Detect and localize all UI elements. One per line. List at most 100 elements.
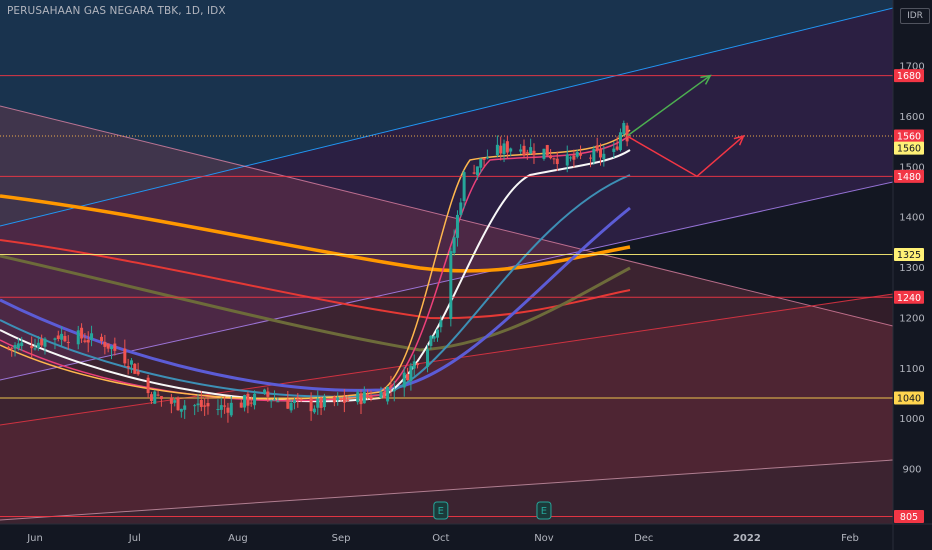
candle-body <box>565 154 569 166</box>
candle-body <box>243 395 247 408</box>
candle-body <box>612 148 616 152</box>
candle-body <box>545 145 549 156</box>
candle-body <box>133 363 137 374</box>
y-tick-label: 1300 <box>899 263 924 274</box>
x-tick-label: Oct <box>432 533 449 544</box>
candle-body <box>100 336 104 342</box>
candle-body <box>136 371 140 375</box>
earnings-marker[interactable] <box>536 501 552 520</box>
candle-body <box>223 405 227 407</box>
candle-body <box>173 400 177 403</box>
candle-body <box>199 399 203 407</box>
bottom-trendline <box>0 459 893 521</box>
y-tick-label: 1100 <box>899 364 924 375</box>
candle-body <box>33 348 37 350</box>
projection-arrowhead <box>700 74 712 85</box>
candle-body <box>386 386 390 402</box>
level-badge <box>894 129 924 143</box>
candle-body <box>356 392 360 403</box>
candle-body <box>382 391 386 399</box>
candle-body <box>592 149 596 162</box>
candle-body <box>20 342 24 346</box>
candle-body <box>436 329 440 338</box>
candle-body <box>579 153 583 156</box>
descending-wedge <box>0 106 893 524</box>
level-label: 1325 <box>897 250 921 261</box>
candle-body <box>123 348 127 364</box>
candle-body <box>336 397 340 401</box>
earnings-marker-label: E <box>541 506 547 517</box>
candle-body <box>426 349 430 367</box>
candle-body <box>16 343 20 349</box>
ma-10 <box>0 134 631 402</box>
level-label: 805 <box>900 512 918 523</box>
y-tick-label: 1600 <box>899 112 924 123</box>
level-label: 1240 <box>897 293 921 304</box>
candle-body <box>229 402 233 416</box>
candle-body <box>169 397 173 404</box>
candle-body <box>106 343 110 349</box>
candle-body <box>602 153 606 159</box>
candle-body <box>113 343 117 351</box>
x-tick-label: Jun <box>26 533 43 544</box>
x-tick-label: Sep <box>332 533 351 544</box>
candle-body <box>316 398 320 408</box>
level-label: 1480 <box>897 172 921 183</box>
candle-body <box>246 393 250 406</box>
x-tick-label: Feb <box>841 533 859 544</box>
candle-body <box>502 143 506 155</box>
ma-150 <box>0 254 631 352</box>
middle-trendline <box>0 181 893 381</box>
candle-body <box>206 403 210 407</box>
candle-body <box>362 391 366 404</box>
candle-body <box>332 396 336 403</box>
candle-body <box>13 345 17 349</box>
candle-body <box>369 396 373 400</box>
candle-body <box>6 347 10 349</box>
candle-body <box>622 123 626 135</box>
candle-body <box>359 393 363 405</box>
candle-body <box>569 157 573 159</box>
candle-body <box>555 158 559 165</box>
candle-body <box>30 345 34 349</box>
candle-body <box>110 346 114 350</box>
candle-body <box>599 148 603 158</box>
candle-body <box>575 151 579 157</box>
currency-button[interactable]: IDR <box>900 8 930 24</box>
level-badge <box>894 391 924 405</box>
level-badge <box>894 290 924 304</box>
candle-body <box>615 146 619 150</box>
candle-body <box>459 202 463 215</box>
earnings-marker-label: E <box>438 506 444 517</box>
earnings-marker[interactable] <box>433 501 449 520</box>
candle-body <box>452 237 456 253</box>
candle-body <box>299 398 303 400</box>
candle-body <box>309 398 313 412</box>
candle-body <box>253 393 257 406</box>
candle-body <box>269 400 273 402</box>
candle-body <box>525 152 529 154</box>
candle-body <box>53 338 57 340</box>
candle-body <box>10 347 14 349</box>
candle-body <box>86 339 90 343</box>
candle-body <box>412 361 416 369</box>
candle-body <box>90 333 94 340</box>
candle-body <box>322 397 326 408</box>
level-badge <box>894 169 924 183</box>
y-tick-label: 1500 <box>899 162 924 173</box>
candle-body <box>409 365 413 382</box>
candle-body <box>449 251 453 319</box>
candle-body <box>342 396 346 403</box>
ma-100 <box>0 239 631 320</box>
candle-body <box>60 333 64 340</box>
projection-arrowhead <box>733 134 745 146</box>
candle-body <box>156 394 160 396</box>
level-label: 1560 <box>897 132 921 143</box>
candle-body <box>406 374 410 381</box>
level-label: 1560 <box>897 144 921 155</box>
candle-body <box>485 157 489 159</box>
candle-body <box>475 166 479 176</box>
candle-body <box>392 389 396 392</box>
candle-body <box>80 327 84 339</box>
